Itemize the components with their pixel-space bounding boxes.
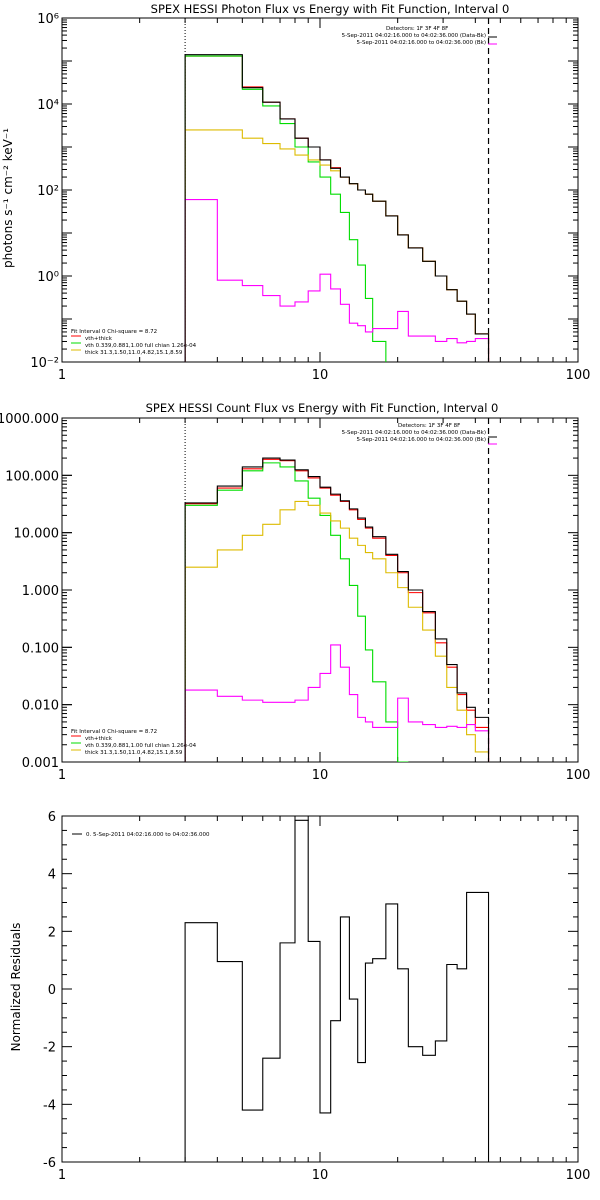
photon-legend-sum-label: vth+thick [85,336,113,342]
y-tick-label: 1000.000 [0,412,59,427]
y-tick-label: 10² [37,184,59,199]
series-thick-line [184,129,490,362]
residuals-ylabel: Normalized Residuals [9,923,23,1052]
y-tick-label: 0 [48,983,56,998]
y-tick-label: 10.000 [14,527,60,542]
y-tick-label: 10⁻² [30,356,59,371]
series-data-line [184,457,490,762]
photon-legend-detectors: Detectors: 1F 3F 4F 8F [386,26,448,32]
panel-2: 1 10 100 0.001 0.010 0.100 1.000 10.000 100.000 1… [0,412,590,783]
count-legend-fit-interval: Fit Interval 0 Chi-square = 8.72 [71,729,157,735]
residuals-legend-label: 0. 5-Sep-2011 04:02:16.000 to 04:02:36.0… [86,832,210,838]
series-group [184,819,490,1162]
photon-legend-data-label: 5-Sep-2011 04:02:16.000 to 04:02:36.000 … [342,33,486,39]
x-tick-label: 100 [566,1168,591,1183]
x-tick-label: 100 [566,368,591,383]
photon-legend-thick-label: thick 31.3,1.50,11.0,4.82,15.1,8.59 [85,350,183,356]
x-tick-label: 1 [58,768,66,783]
y-tick-label: 6 [48,810,56,825]
series-data-line [184,54,490,362]
y-tick-label: 4 [48,868,56,883]
y-tick-label: 0.010 [22,699,59,714]
panel-3: 1 10 100 -6 -4 -2 0 2 4 6 [43,810,590,1183]
count-legend-detectors: Detectors: 1F 3F 4F 8F [398,423,460,429]
axes-frame [61,17,579,363]
photon-legend-fit-interval: Fit Interval 0 Chi-square = 8.72 [71,329,157,335]
series-sum-line [184,55,490,362]
count-legend-bk-label: 5-Sep-2011 04:02:16.000 to 04:02:36.000 … [357,437,487,443]
x-tick-label: 1 [58,368,66,383]
y-tick-label: 0.100 [22,641,59,656]
y-tick-label: 1.000 [22,584,59,599]
count-legend-data-label: 5-Sep-2011 04:02:16.000 to 04:02:36.000 … [342,430,486,436]
photon-flux-ylabel: photons s⁻¹ cm⁻² keV⁻¹ [1,128,15,268]
series-sum-line [184,458,490,762]
panel-1: 1 10 100 10⁻² 10⁰ 10² 10⁴ 10⁶ [30,12,590,383]
count-legend-thick-label: thick 31.3,1.50,11.0,4.82,15.1,8.59 [85,750,183,756]
y-tick-label: -4 [43,1098,56,1113]
y-tick-label: 2 [48,925,56,940]
x-tick-label: 10 [312,768,329,783]
axes-frame [61,417,579,763]
count-legend-sum-label: vth+thick [85,736,113,742]
series-vth-line [184,55,387,362]
y-tick-label: 100.000 [5,469,59,484]
series-thick-line [184,500,490,762]
count-flux-title: SPEX HESSI Count Flux vs Energy with Fit… [146,401,499,415]
series-group [184,457,490,762]
series-bk-line [184,198,490,362]
y-tick-label: -6 [43,1156,56,1171]
series-bk-line [184,644,490,762]
photon-flux-title: SPEX HESSI Photon Flux vs Energy with Fi… [151,2,510,16]
x-tick-label: 10 [312,1168,329,1183]
photon-legend-bk-label: 5-Sep-2011 04:02:16.000 to 04:02:36.000 … [357,40,487,46]
y-tick-label: 0.001 [22,756,59,771]
photon-legend-vth-label: vth 0.339,0.881,1.00 full chian 1.26e-04 [85,343,197,349]
x-tick-label: 1 [58,1168,66,1183]
series-vth-line [184,462,409,762]
y-tick-label: 10⁴ [37,98,59,113]
series-group [184,54,490,362]
y-tick-label: 10⁶ [37,12,59,27]
series-data-line [184,819,490,1162]
x-tick-label: 10 [312,368,329,383]
count-legend-vth-label: vth 0.339,0.881,1.00 full chian 1.26e-04 [85,743,197,749]
x-tick-label: 100 [566,768,591,783]
y-tick-label: -2 [43,1041,56,1056]
y-tick-label: 10⁰ [37,270,59,285]
